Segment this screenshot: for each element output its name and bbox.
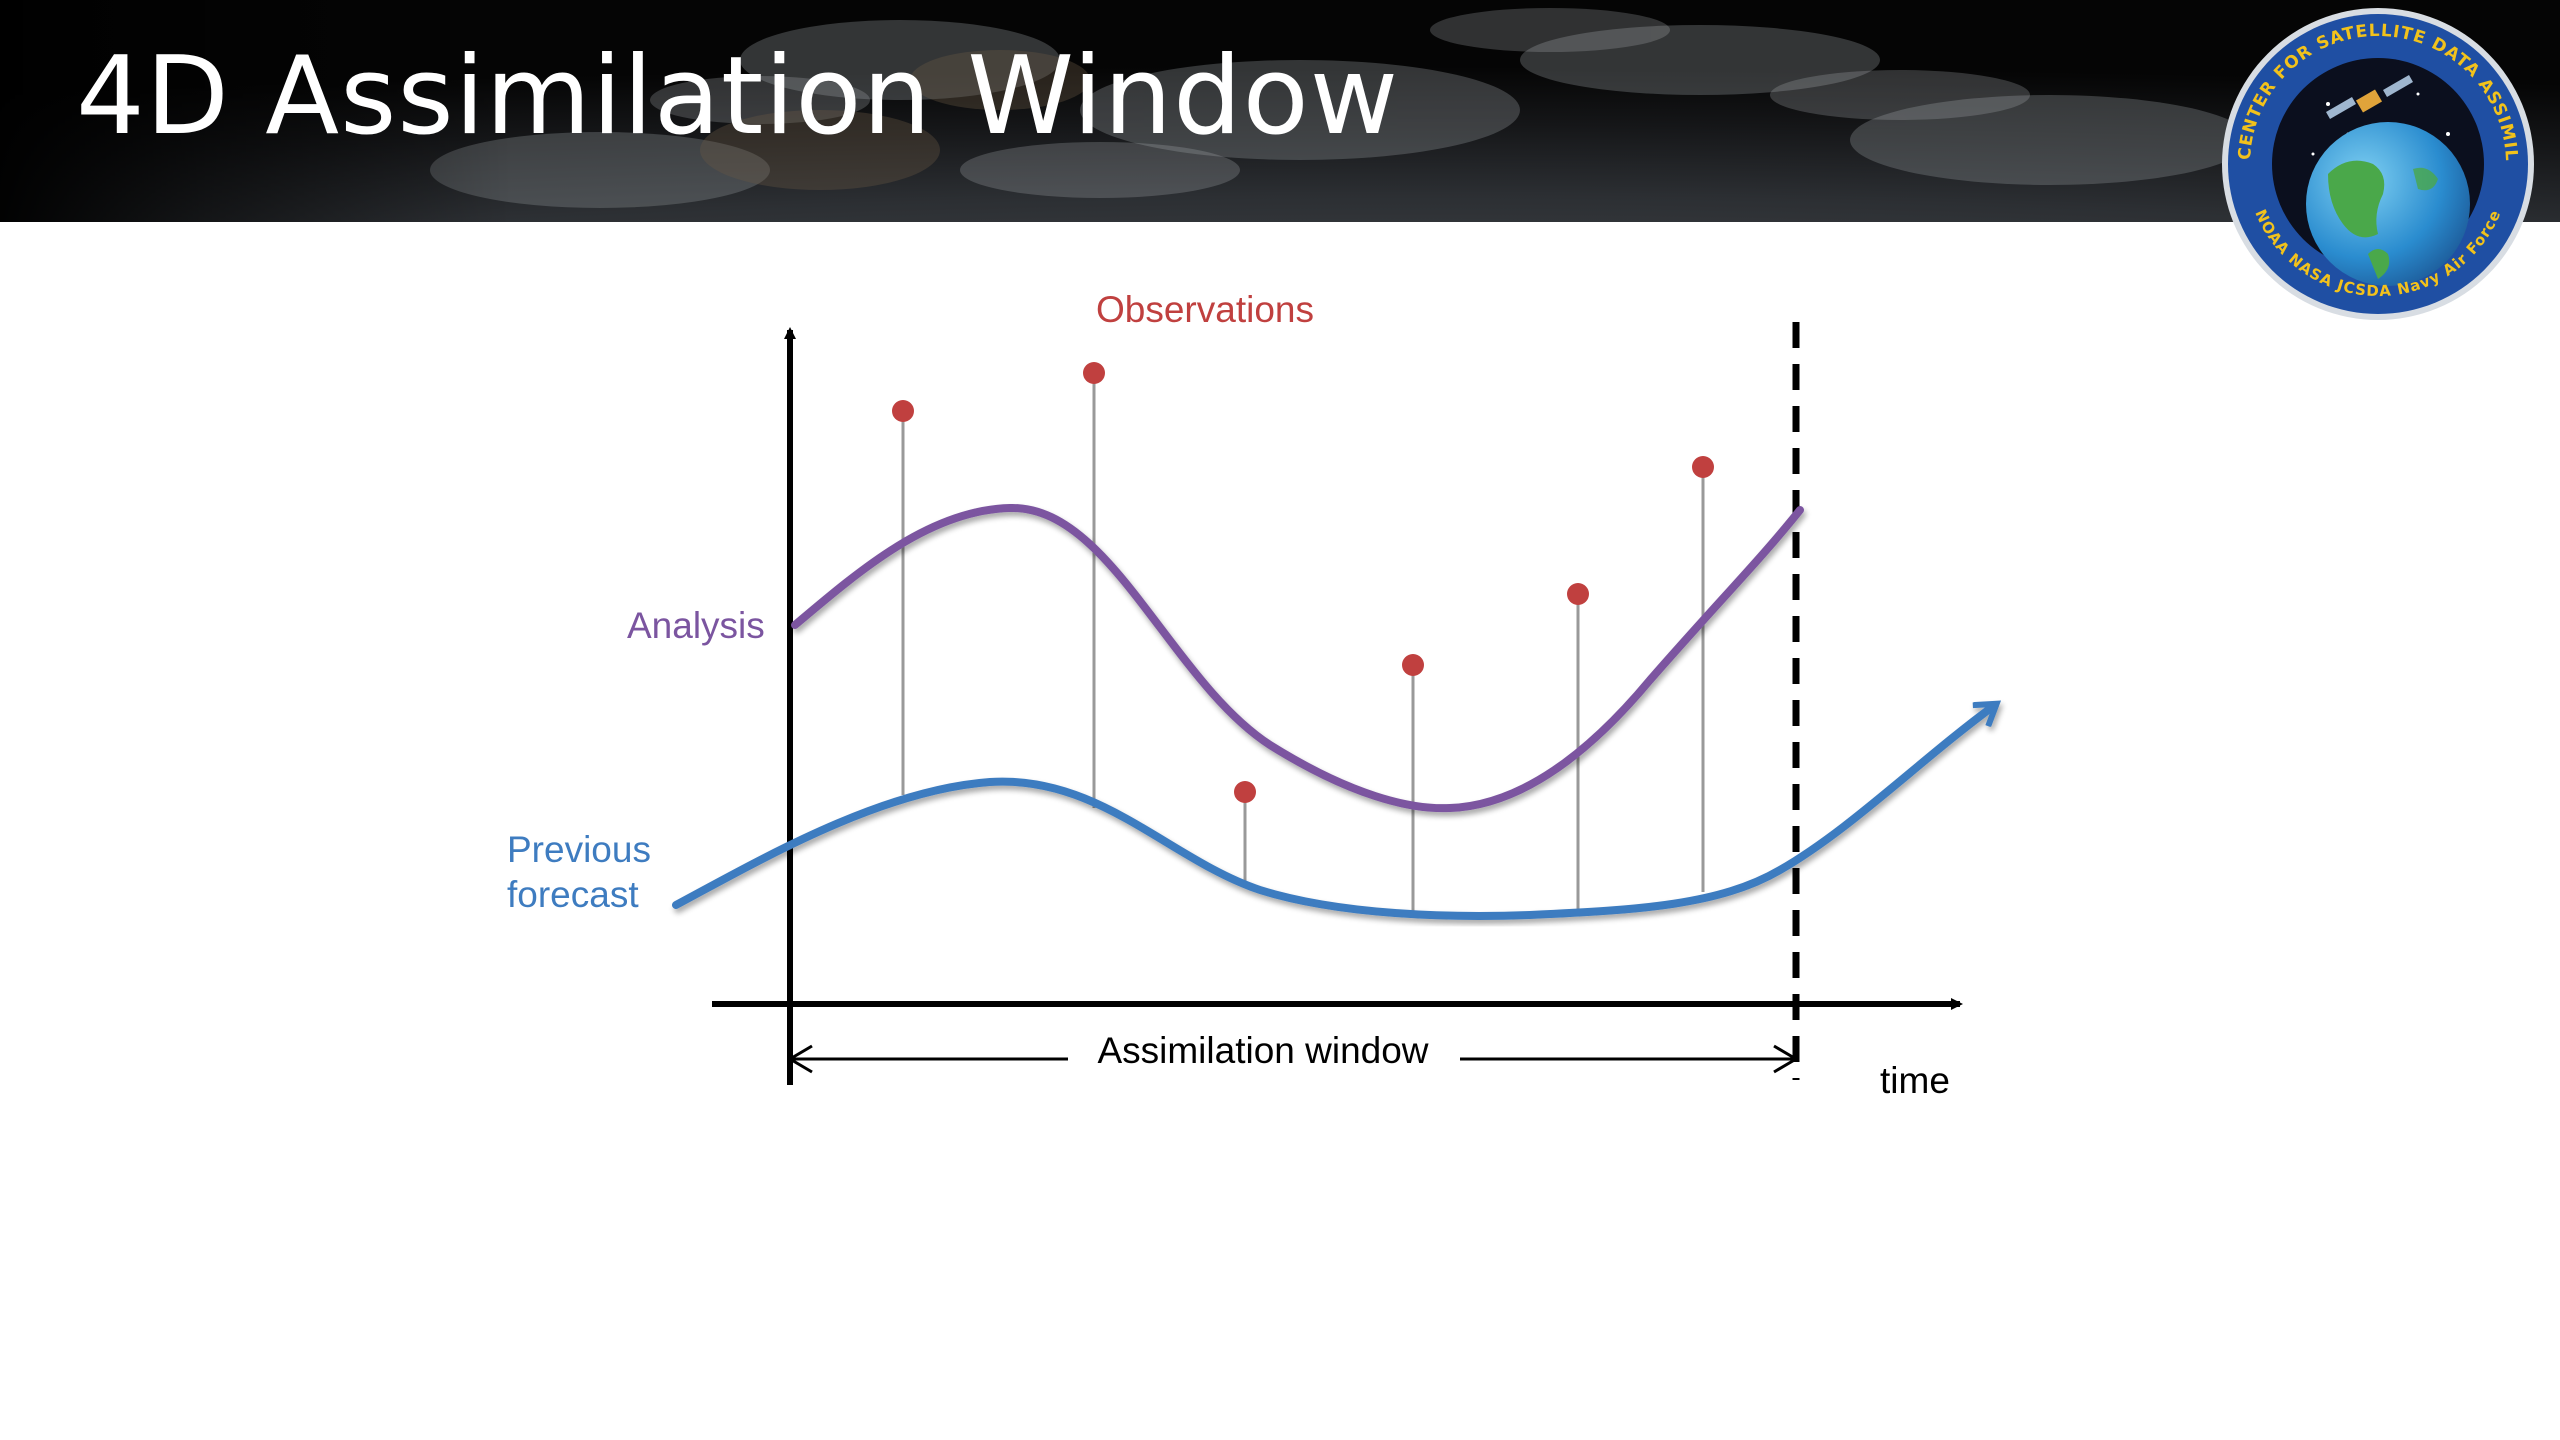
- analysis-curve: [791, 503, 1804, 813]
- earth-banner-image: [0, 0, 2560, 222]
- observation-point: [1402, 654, 1424, 676]
- assimilation-window-label: Assimilation window: [1097, 1030, 1428, 1071]
- observations-label: Observations: [1096, 289, 1314, 330]
- time-axis-label: time: [1880, 1060, 1950, 1101]
- observation-point: [892, 400, 914, 422]
- satellite-icon: [2326, 75, 2413, 119]
- observation-point: [1567, 583, 1589, 605]
- previous-forecast-curve: [672, 705, 1995, 920]
- analysis-label: Analysis: [627, 605, 765, 646]
- title-banner: 4D Assimilation Window: [0, 0, 2560, 222]
- previous-forecast-label-line2: forecast: [507, 874, 639, 915]
- observation-point: [1692, 456, 1714, 478]
- jcsda-logo: JOINT CENTER FOR SATELLITE DATA ASSIMILA…: [2218, 4, 2534, 320]
- observation-point: [1083, 362, 1105, 384]
- observation-stems: [901, 373, 1705, 915]
- slide-title: 4D Assimilation Window: [76, 34, 1400, 159]
- window-arrow-left: [787, 1044, 813, 1074]
- observation-points: [892, 362, 1714, 803]
- observation-point: [1234, 781, 1256, 803]
- window-arrow-right: [1773, 1044, 1799, 1074]
- previous-forecast-label-line1: Previous: [507, 829, 651, 870]
